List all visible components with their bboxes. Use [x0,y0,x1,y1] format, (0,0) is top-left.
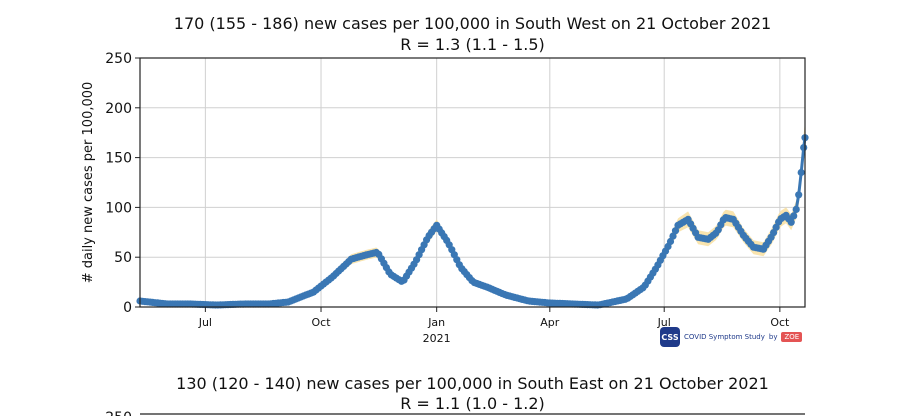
x-tick-label: Oct [770,316,790,329]
y-tick-label: 50 [114,250,132,266]
x-tick-label: Oct [312,316,332,329]
x-tick-label: Apr [540,316,560,329]
data-point [666,237,675,246]
chart-subtitle: R = 1.1 (1.0 - 1.2) [400,394,545,413]
data-point [790,212,798,220]
x-tick-label: Jul [657,316,671,329]
x-tick-label: Jul [198,316,212,329]
chart-panel-south-west: 170 (155 - 186) new cases per 100,000 in… [81,14,809,348]
x-year-label: 2021 [423,332,451,345]
chart-title: 170 (155 - 186) new cases per 100,000 in… [173,14,772,33]
y-axis-label: # daily new cases per 100,000 [81,82,96,284]
data-point [795,191,803,199]
y-tick-label: 250 [105,410,132,416]
y-tick-label: 0 [123,300,132,316]
chart-title: 130 (120 - 140) new cases per 100,000 in… [176,374,769,393]
covid-symptom-study-logo: CSS COVID Symptom Study by ZOE [660,326,803,348]
zoe-logo-icon: CSS [660,327,680,347]
y-tick-label: 150 [105,151,132,167]
x-tick-label: Jan [427,316,445,329]
chart-svg: 0 50 100 150 200 250 Jul Oct Jan Apr Jul Oct 2021 # d… [81,51,809,345]
y-tick-label: 100 [105,200,132,216]
data-point [787,218,795,226]
plot-frame [139,57,806,308]
logo-name: COVID Symptom Study [684,333,765,341]
logo-by: by [768,333,778,341]
data-point [669,232,677,240]
data-point [797,168,805,177]
chart-svg: 250 [105,410,805,416]
logo-brand: ZOE [781,332,803,342]
data-point [792,205,800,213]
chart-subtitle: R = 1.3 (1.1 - 1.5) [400,35,545,54]
data-point [671,227,680,235]
data-point [800,144,808,152]
y-tick-label: 250 [105,51,132,67]
chart-panel-south-east: 130 (120 - 140) new cases per 100,000 in… [0,370,913,416]
y-tick-label: 200 [105,101,132,117]
